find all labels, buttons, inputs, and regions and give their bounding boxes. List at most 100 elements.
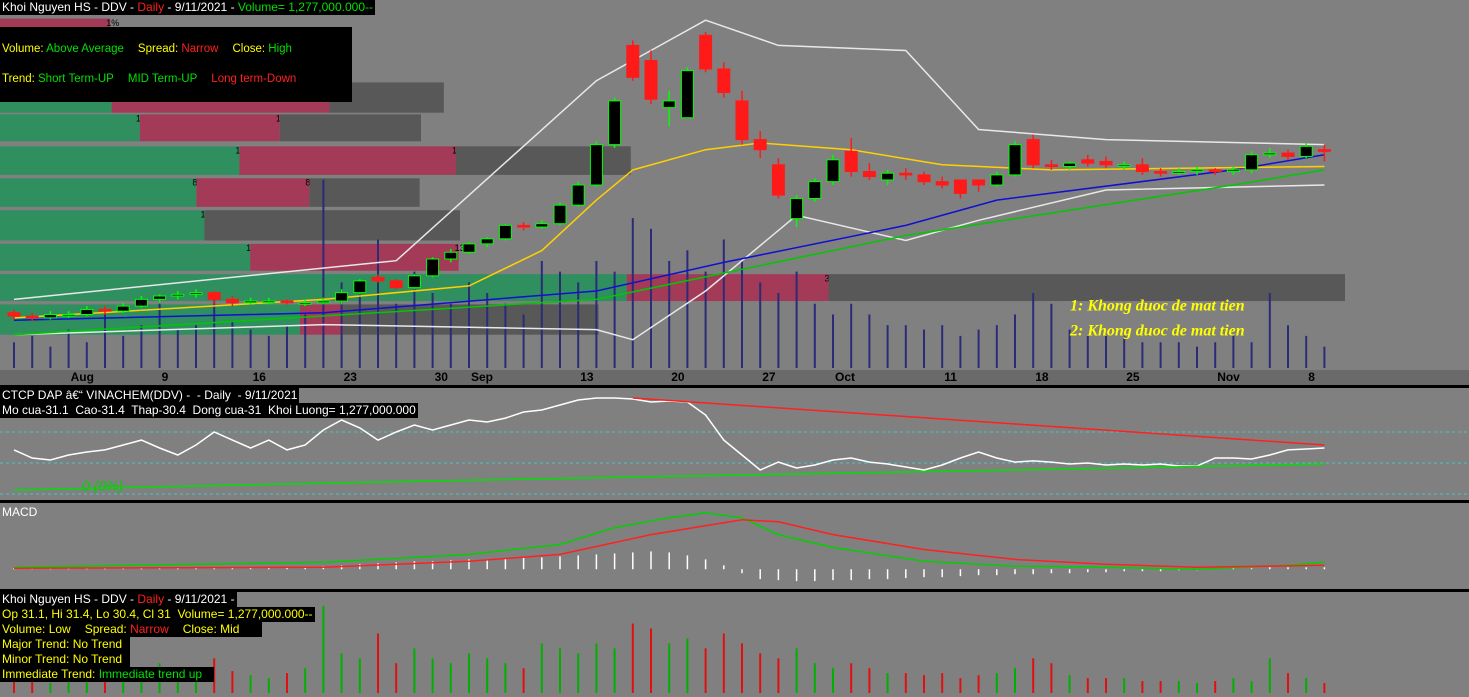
candle-body [1063,162,1077,168]
legend-row: Trend: Short Term-UP MID Term-UP Long term… [2,72,350,87]
candle-body [1226,169,1240,173]
overlay-line [13,153,1325,321]
candle-body [444,251,458,260]
candle-body [244,300,258,304]
candle-body [262,300,276,304]
profile-rest [309,178,420,207]
macd-title: MACD [2,505,38,519]
candle-body [1281,152,1295,157]
label: Spread: [137,43,179,55]
volume: Volume= 1,277,000.000-- [237,0,374,14]
candle-body [680,70,694,119]
label: Immediate Trend: [2,667,96,681]
candle-body [43,314,57,319]
x-tick-label: Nov [1217,370,1240,384]
candle-body [316,300,330,304]
candle-body [1044,164,1058,167]
main-header: Khoi Nguyen HS - DDV - Daily - 9/11/2021… [0,0,376,15]
value: Above Average [46,43,124,55]
candle-body [826,159,840,183]
separator [0,385,1469,388]
value: Low [48,622,71,636]
candle-body [62,314,76,317]
candle-body [153,295,167,300]
main-legend: Volume: Above Average Spread: Narrow Close… [0,27,352,102]
profile-down [139,114,280,142]
x-tick-label: 11 [944,370,957,384]
candle-body [371,277,385,282]
vol-legend: Immediate Trend: Immediate trend up [0,667,214,682]
x-tick-label: Aug [71,370,94,384]
candle-body [808,181,822,199]
candle-body [1117,164,1131,167]
vol-legend: Volume: Low Spread: Narrow Close: Mid [0,622,262,637]
profile-up [0,274,627,302]
date: - 9/11/2021 - [167,0,235,14]
candle-body [844,150,858,173]
osc-header: CTCP DAP â€“ VINACHEM(DDV) - - Daily - 9… [0,388,300,403]
value: Short Term-UP [38,73,114,85]
vol-header: Khoi Nguyen HS - DDV - Daily - 9/11/2021… [0,592,237,607]
x-tick-label: Oct [835,370,855,384]
overlay-line [13,184,1325,341]
candle-body [953,179,967,194]
candle-body [1190,169,1204,173]
candle-body [407,275,421,289]
candle-body [134,298,148,307]
candle-body [717,68,731,93]
candle-body [1208,169,1222,173]
value: MID Term-UP [127,73,198,85]
profile-down [626,274,829,302]
period: Daily [137,0,165,14]
profile-down [250,243,459,271]
profile-rest [204,210,460,241]
x-tick-label: 13 [580,370,594,384]
candle-body [699,34,713,70]
candle-body [189,292,203,295]
separator [0,500,1469,503]
x-tick-label: 9 [162,370,169,384]
candle-body [80,308,94,316]
candle-body [589,144,603,186]
candle-body [626,44,640,78]
profile-rest [279,114,421,142]
profile-rest [342,304,599,335]
legend-row: Volume: Above Average Spread: Narrow Close… [2,42,350,57]
candle-body [1026,139,1040,166]
candle-body [116,305,130,312]
candle-body [735,100,749,141]
symbol: Khoi Nguyen HS - DDV - [2,0,135,14]
osc-quote: Mo cua-31.1 Cao-31.4 Thap-30.4 Dong cua-… [0,403,418,418]
candle-body [553,204,567,225]
profile-label: 1% [106,18,119,28]
label: Minor Trend: [2,652,70,666]
value: Narrow [181,43,219,55]
symbol: Khoi Nguyen HS - DDV - [2,592,135,606]
x-tick-label: 25 [1126,370,1140,384]
candle-body [935,181,949,186]
candle-body [644,60,658,100]
value: Long term-Down [211,73,297,85]
label: Close: [232,43,266,55]
x-tick-label: 16 [253,370,267,384]
series-line [13,463,1325,491]
candle-body [280,300,294,304]
profile-rest [455,146,631,175]
candle-body [917,174,931,183]
candle-body [1081,159,1095,164]
candle-body [353,280,367,294]
candle-body [98,308,112,312]
candle-body [662,100,676,109]
profile-up [0,243,251,271]
profile-down [299,304,343,335]
candle-body [462,243,476,253]
candle-body [990,174,1004,186]
candle-body [1299,145,1313,157]
x-tick-label: 20 [671,370,685,384]
candle-body [498,224,512,240]
profile-up [0,114,140,142]
label: Spread: [84,622,127,636]
label: Trend: [2,73,35,85]
